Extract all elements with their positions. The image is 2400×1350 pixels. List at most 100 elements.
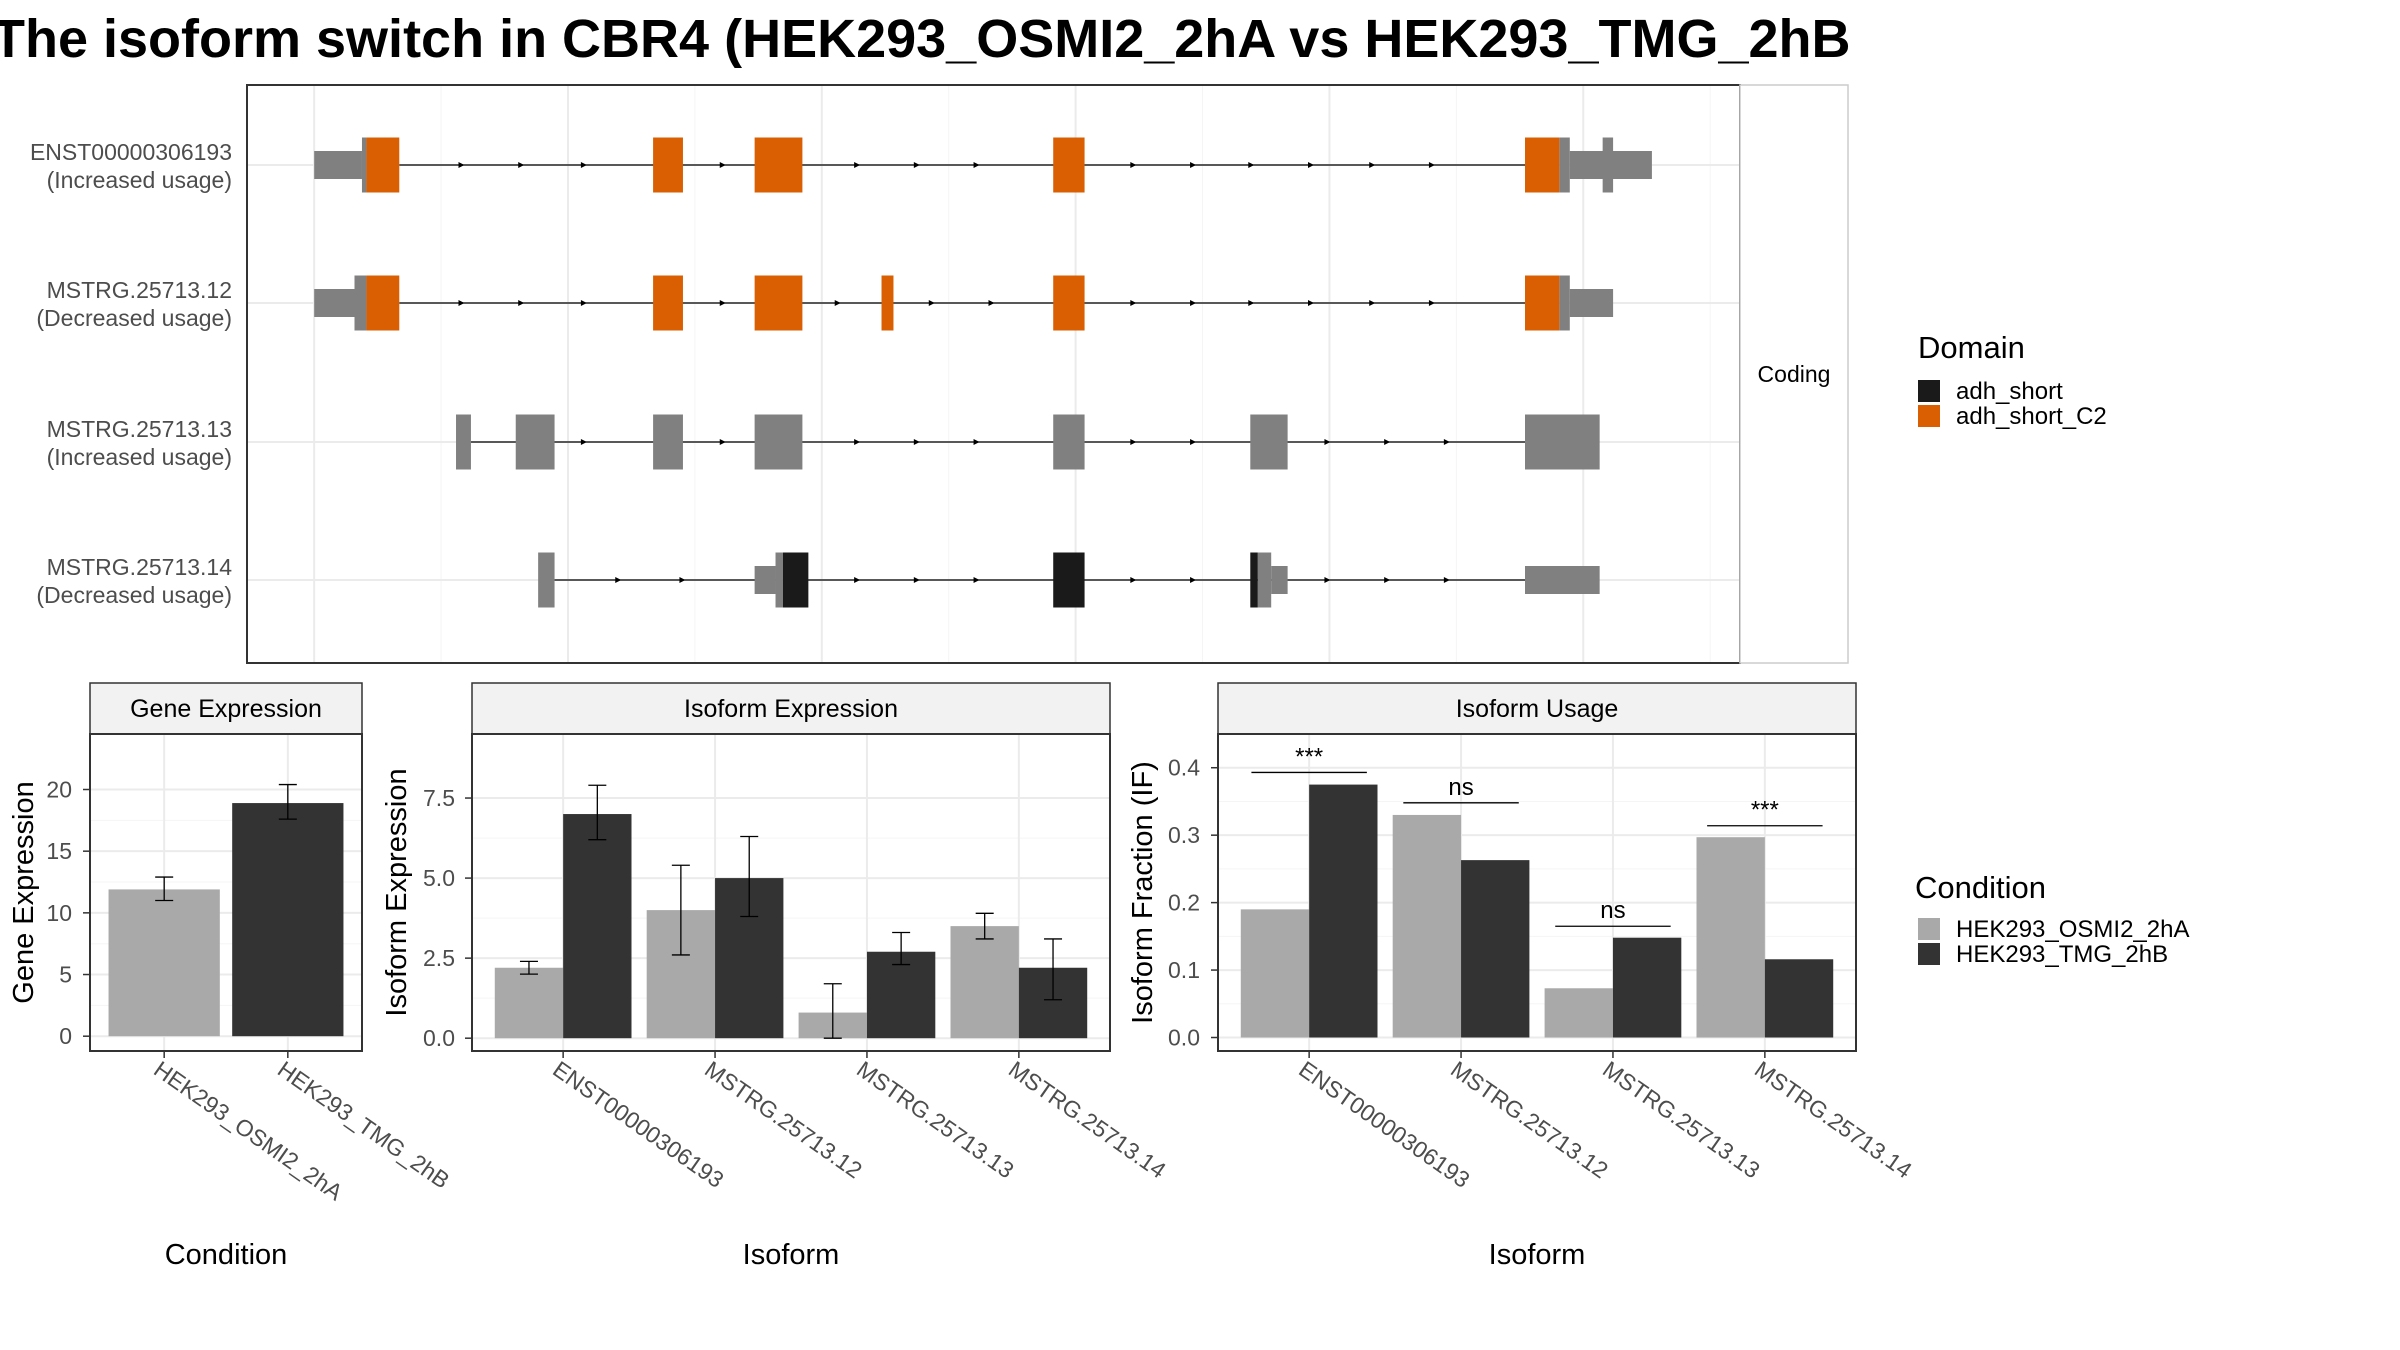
exon-domain-adh_short_C2: [1053, 275, 1085, 331]
intron-arrow: [1443, 577, 1450, 583]
intron-arrow: [854, 439, 861, 445]
x-tick-label: MSTRG.25713.13: [1598, 1056, 1765, 1184]
intron-arrow: [458, 300, 465, 306]
intron-arrow: [854, 577, 861, 583]
figure-title: The isoform switch in CBR4 (HEK293_OSMI2…: [0, 9, 1851, 69]
bar: [1612, 937, 1682, 1038]
intron-arrow: [1190, 577, 1197, 583]
bar-charts: Gene Expression05101520HEK293_OSMI2_2hAH…: [8, 682, 1917, 1271]
facet-strip: [1739, 84, 1849, 664]
intron-arrow: [913, 439, 920, 445]
y-tick-label: 0.2: [1168, 890, 1200, 916]
exon-noncoding: [775, 552, 783, 608]
intron-arrow: [1324, 439, 1331, 445]
chart-title: Gene Expression: [130, 695, 322, 723]
exon-domain-adh_short_C2: [1053, 137, 1085, 193]
intron-arrow: [973, 439, 980, 445]
exon-noncoding: [754, 414, 803, 470]
intron-arrow: [1324, 577, 1331, 583]
legend-swatch-adh-short: [1918, 380, 1940, 402]
chart-strip: [1217, 682, 1857, 735]
exon-noncoding: [1525, 566, 1600, 594]
x-axis-title: Condition: [165, 1239, 288, 1271]
y-tick-label: 10: [46, 900, 72, 926]
exon-noncoding: [1569, 289, 1614, 317]
intron-arrow: [1428, 300, 1435, 306]
significance-label: ***: [1751, 797, 1779, 824]
bar: [1764, 959, 1834, 1038]
isoform-labels: ENST00000306193(Increased usage)MSTRG.25…: [30, 139, 232, 608]
intron-arrow: [1190, 162, 1197, 168]
isoform-name-label: MSTRG.25713.13: [47, 416, 232, 442]
y-tick-label: 0.0: [1168, 1025, 1200, 1051]
significance-label: ***: [1295, 743, 1323, 770]
y-tick-label: 5.0: [423, 865, 455, 891]
exon-noncoding: [314, 289, 355, 317]
intron-arrow: [719, 300, 726, 306]
intron-arrow: [580, 162, 587, 168]
exon-domain-adh_short_C2: [366, 275, 400, 331]
exon-noncoding: [515, 414, 555, 470]
exon-noncoding: [314, 151, 362, 179]
legend-label-adh-short-c2: adh_short_C2: [1956, 403, 2107, 430]
intron-arrow: [854, 162, 861, 168]
bar: [494, 967, 564, 1039]
exon-noncoding: [653, 414, 683, 470]
intron-arrow: [719, 162, 726, 168]
chart-isoform-usage: Isoform Usage***nsns***0.00.10.20.30.4EN…: [1127, 682, 1917, 1271]
bar: [1392, 814, 1462, 1038]
transcript-structure-panel: Coding ENST00000306193(Increased usage)M…: [30, 84, 1849, 664]
bar: [232, 803, 344, 1037]
intron-arrow: [1130, 300, 1137, 306]
facet-label: Coding: [1758, 361, 1831, 387]
intron-arrow: [615, 577, 622, 583]
exon-noncoding: [754, 566, 776, 594]
bar: [563, 814, 632, 1039]
bar: [866, 951, 936, 1039]
legend-label-cond2: HEK293_TMG_2hB: [1956, 941, 2168, 968]
exon-noncoding: [1250, 414, 1288, 470]
plot-border: [1217, 733, 1857, 1052]
legend-swatch-adh-short-c2: [1918, 405, 1940, 427]
intron-arrow: [518, 162, 525, 168]
intron-arrow: [1384, 577, 1391, 583]
bar: [1461, 860, 1530, 1038]
exon-noncoding: [1271, 566, 1288, 594]
x-tick-label: MSTRG.25713.13: [852, 1056, 1019, 1184]
intron-arrow: [913, 162, 920, 168]
y-tick-label: 5: [59, 962, 72, 988]
isoform-usage-label: (Increased usage): [47, 167, 232, 193]
exon-domain-adh_short_C2: [881, 275, 894, 331]
exon-domain-adh_short: [1250, 552, 1258, 608]
bar: [1309, 784, 1378, 1038]
chart-title: Isoform Expression: [684, 695, 898, 723]
chart-gene-expression: Gene Expression05101520HEK293_OSMI2_2hAH…: [8, 682, 454, 1271]
exon-noncoding: [1525, 414, 1600, 470]
legend-label-cond1: HEK293_OSMI2_2hA: [1956, 916, 2189, 943]
exon-noncoding: [1559, 137, 1570, 193]
x-tick-label: MSTRG.25713.14: [1004, 1056, 1171, 1184]
intron-arrow: [1190, 300, 1197, 306]
y-tick-label: 20: [46, 777, 72, 803]
intron-arrow: [580, 439, 587, 445]
y-tick-label: 0.4: [1168, 755, 1200, 781]
intron-arrow: [913, 577, 920, 583]
intron-arrow: [834, 300, 841, 306]
chart-title: Isoform Usage: [1456, 695, 1619, 723]
exon-domain-adh_short: [782, 552, 809, 608]
domain-legend: Domain adh_short adh_short_C2: [1918, 330, 2107, 430]
bar: [950, 926, 1019, 1039]
intron-arrow: [1369, 300, 1376, 306]
intron-arrow: [1369, 162, 1376, 168]
y-axis-title: Gene Expression: [8, 781, 40, 1003]
bar: [108, 889, 220, 1037]
chart-strip: [89, 682, 363, 735]
y-tick-label: 0.0: [423, 1025, 455, 1051]
significance-label: ns: [1600, 897, 1625, 924]
legend-swatch-cond1: [1918, 918, 1940, 940]
y-axis-title: Isoform Fraction (IF): [1127, 761, 1159, 1024]
exon-noncoding: [1257, 552, 1272, 608]
intron-arrow: [1248, 162, 1255, 168]
intron-arrow: [1308, 300, 1315, 306]
